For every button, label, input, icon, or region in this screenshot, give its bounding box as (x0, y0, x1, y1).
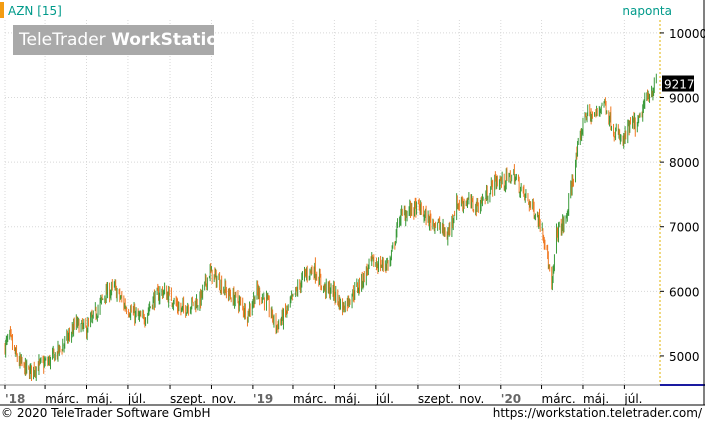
y-tick-label: 6000 (669, 285, 700, 299)
last-price-box (662, 75, 694, 92)
x-tick-label: máj. (87, 392, 113, 406)
ticker-label: AZN [15] (8, 4, 62, 18)
x-tick-label: márc. (542, 392, 576, 406)
x-tick-label: júl. (375, 392, 394, 406)
last-price-badge: 9217 (662, 75, 695, 92)
header-accent-bar (0, 2, 4, 18)
x-tick-label: máj. (583, 392, 609, 406)
y-tick-label: 10000 (669, 27, 705, 41)
x-tick-label: nov. (459, 392, 484, 406)
copyright-text: © 2020 TeleTrader Software GmbH (1, 406, 211, 420)
y-axis-ticks: 5000 6000 7000 8000 9000 10000 (660, 27, 705, 364)
x-tick-label: '19 (253, 392, 273, 406)
x-tick-label: márc. (293, 392, 327, 406)
x-tick-label: '20 (501, 392, 521, 406)
logo-brand-regular: TeleTrader (19, 30, 106, 50)
candlestick-series (4, 73, 657, 381)
y-tick-label: 7000 (669, 221, 700, 235)
x-tick-label: júl. (127, 392, 146, 406)
source-url-link[interactable]: https://workstation.teletrader.com/ (492, 406, 702, 420)
x-tick-label: szept. (418, 392, 454, 406)
axes (0, 0, 705, 406)
period-label: naponta (622, 4, 672, 18)
y-tick-label: 9000 (669, 92, 700, 106)
grid-lines (4, 20, 660, 385)
y-tick-label: 8000 (669, 156, 700, 170)
y-tick-label: 5000 (669, 350, 700, 364)
x-tick-label: máj. (334, 392, 360, 406)
teletrader-logo: TeleTrader WorkStation (13, 25, 230, 55)
x-tick-label: szept. (170, 392, 206, 406)
chart-header: AZN [15] naponta (0, 2, 672, 18)
logo-brand-bold: WorkStation (111, 30, 231, 50)
last-price-label: 9217 (664, 78, 695, 92)
x-tick-label: júl. (623, 392, 642, 406)
x-tick-label: nov. (211, 392, 236, 406)
x-tick-label: '18 (5, 392, 25, 406)
x-axis-ticks: '18 márc. máj. júl. szept. nov. '19 márc. máj. jú… (4, 385, 642, 406)
x-tick-label: márc. (45, 392, 79, 406)
